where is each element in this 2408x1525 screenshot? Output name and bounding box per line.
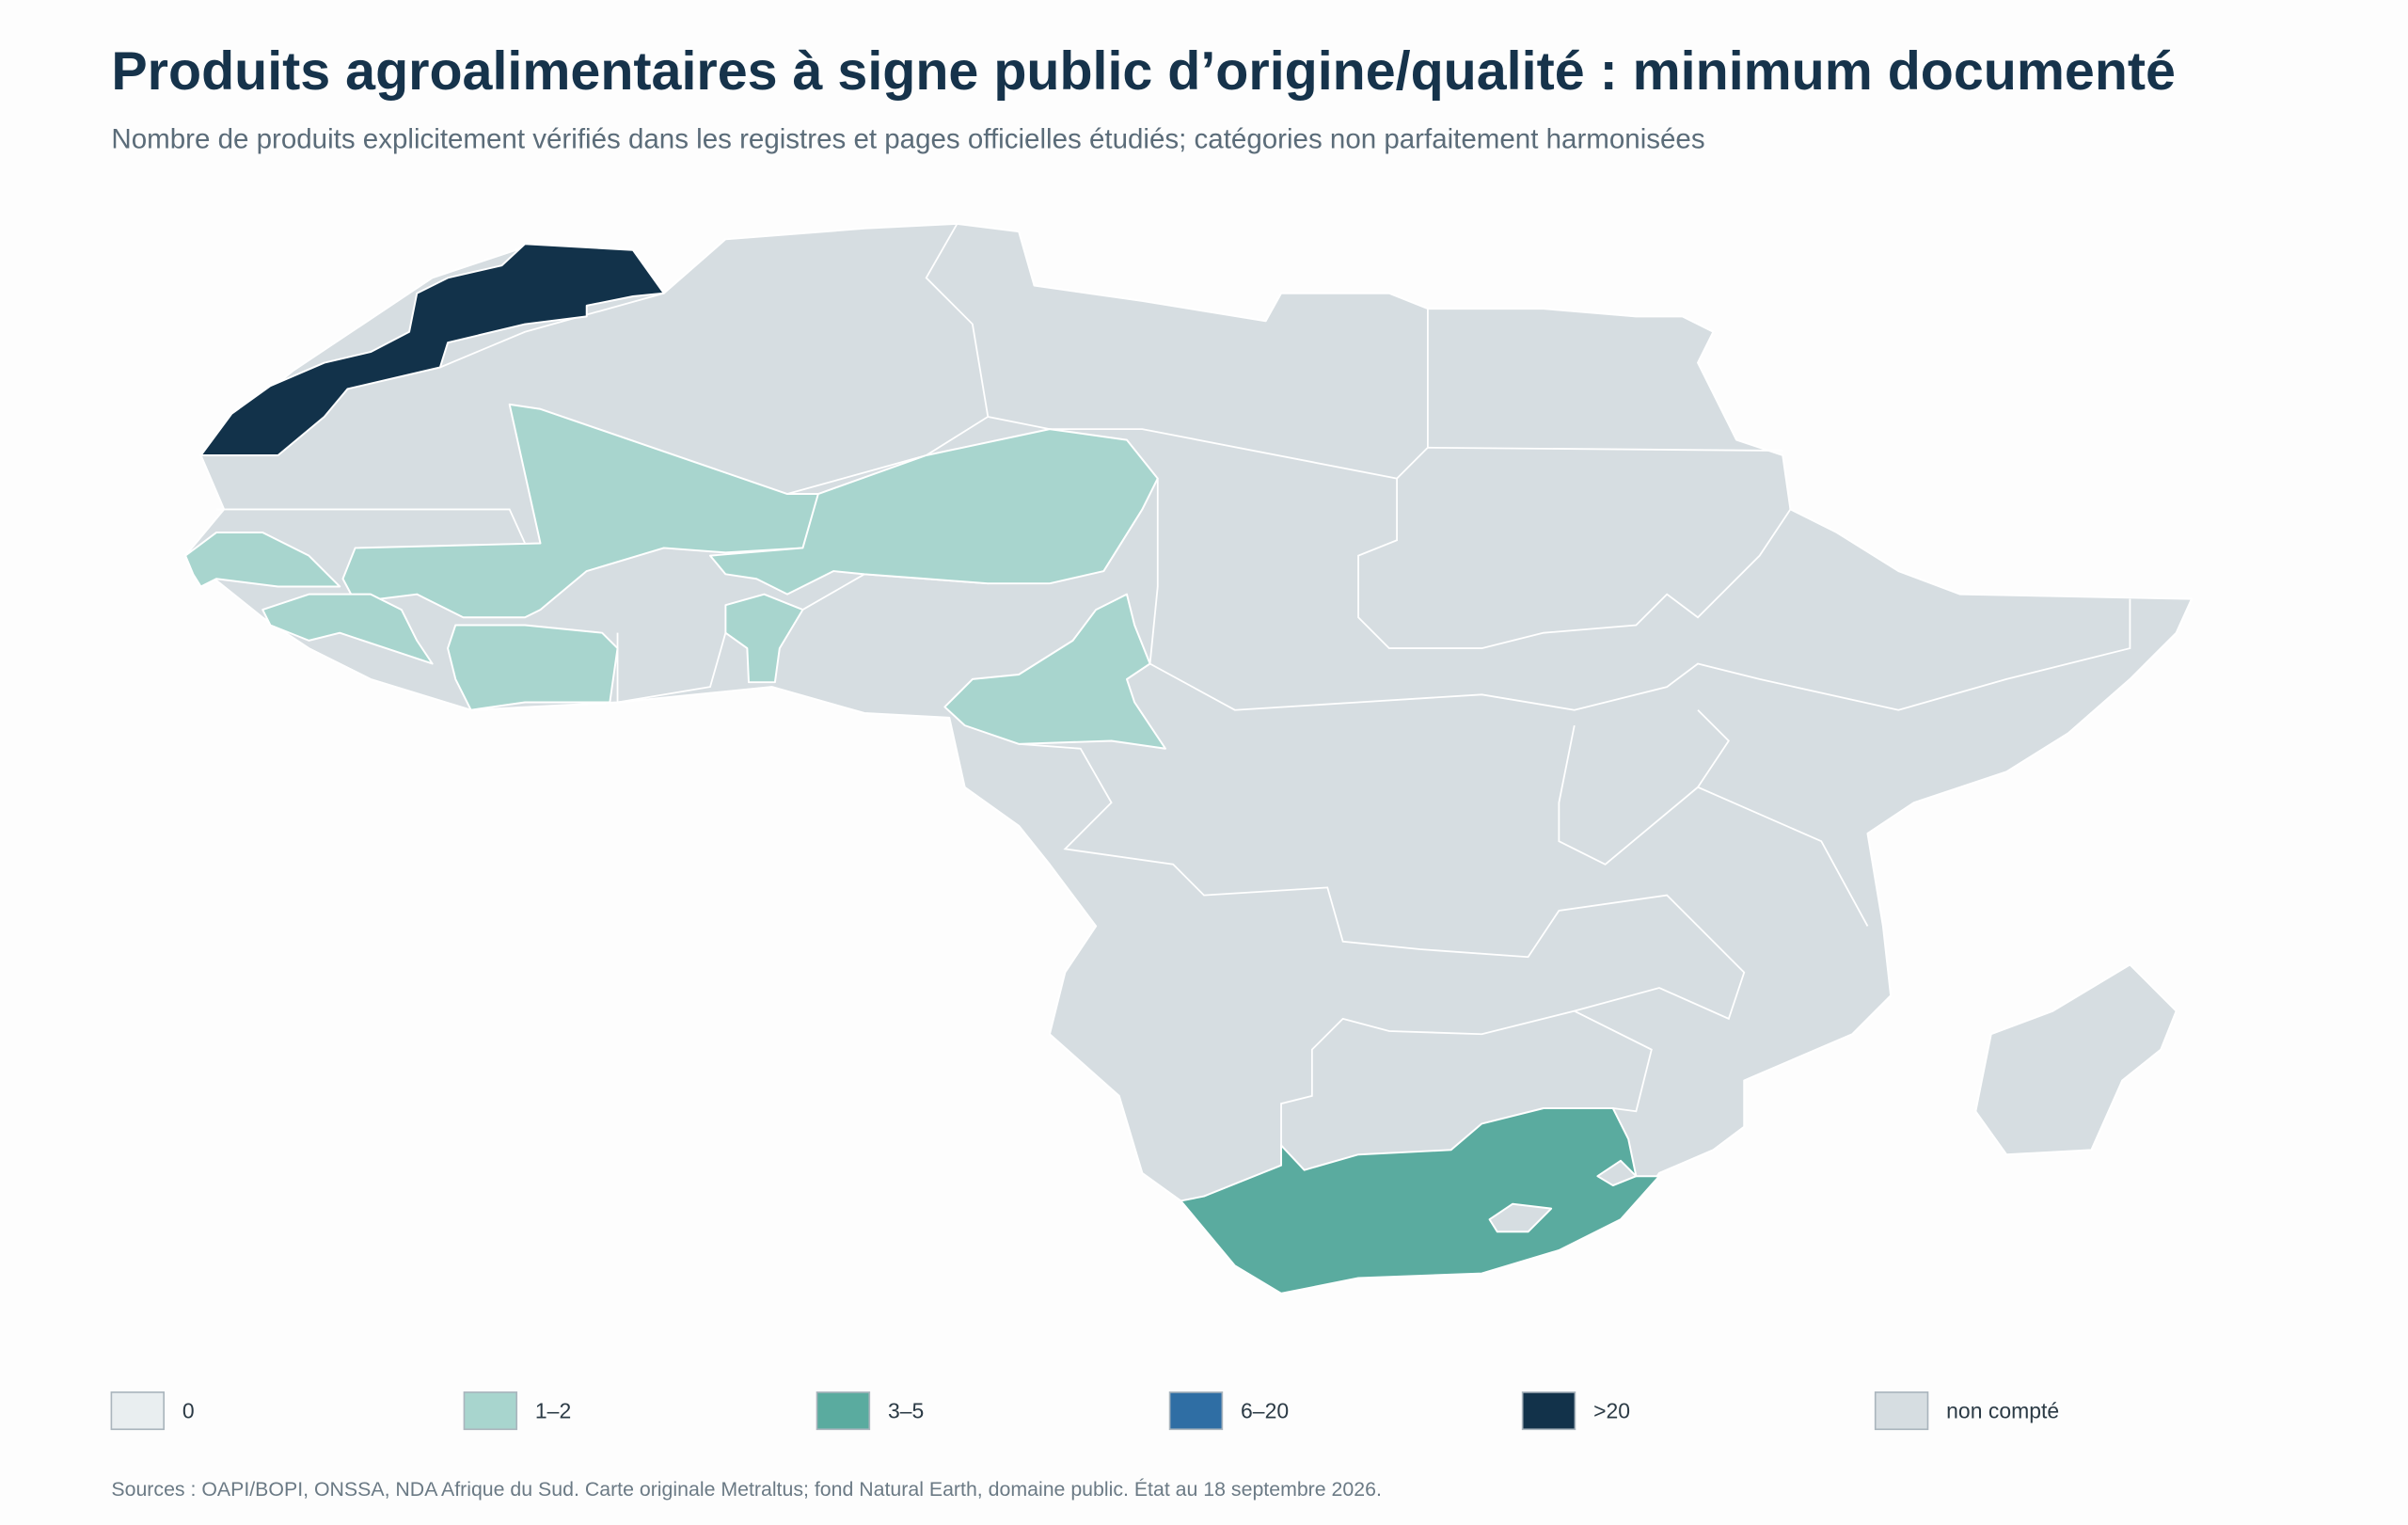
map	[184, 222, 2194, 1295]
region-cameroon	[943, 593, 1166, 750]
madagascar	[1974, 963, 2178, 1156]
legend-label: non compté	[1946, 1398, 2059, 1422]
border	[1357, 478, 1792, 649]
source-note: Sources : OAPI/BOPI, ONSSA, NDA Afrique …	[111, 1477, 1382, 1501]
border	[1574, 1009, 1653, 1113]
region-cote-ivoire	[447, 624, 619, 711]
border	[1149, 478, 2131, 711]
region-lesotho	[1488, 1202, 1553, 1233]
legend-label: 1–2	[535, 1398, 571, 1422]
legend-swatch	[463, 1391, 518, 1431]
border	[1558, 724, 1699, 866]
region-morocco	[199, 243, 665, 456]
legend-swatch	[1521, 1391, 1576, 1431]
subtitle: Nombre de produits explicitement vérifié…	[111, 124, 1704, 155]
legend-label: 0	[182, 1398, 195, 1422]
border	[215, 508, 526, 544]
region-eswatini	[1596, 1159, 1638, 1187]
region-guinea	[261, 593, 434, 665]
region-benin	[724, 593, 804, 684]
border	[616, 632, 727, 704]
legend-swatch	[1874, 1391, 1929, 1431]
region-south-africa	[1180, 1107, 1660, 1295]
legend: 0 1–2 3–5 6–20 >20 non compté	[110, 1391, 2059, 1431]
legend-swatch	[110, 1391, 165, 1431]
title: Produits agroalimentaires à signe public…	[111, 41, 2176, 102]
legend-swatch	[1168, 1391, 1224, 1431]
region-senegal	[184, 532, 341, 588]
legend-swatch	[816, 1391, 871, 1431]
border	[439, 292, 665, 369]
border	[988, 309, 1429, 480]
legend-label: 6–20	[1241, 1398, 1289, 1422]
legend-label: >20	[1593, 1398, 1630, 1422]
region-mali	[341, 403, 819, 619]
border	[1019, 742, 1746, 1146]
border	[1427, 446, 1783, 452]
legend-label: 3–5	[888, 1398, 924, 1422]
border	[786, 223, 990, 495]
region-niger	[708, 428, 1159, 596]
